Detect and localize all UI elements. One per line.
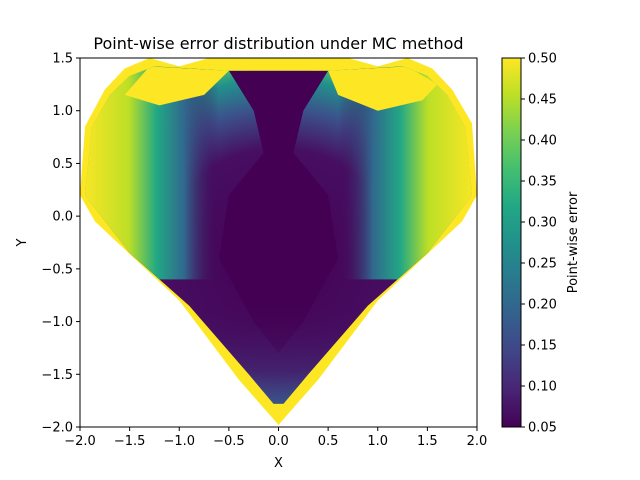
x-tick-label: 0.0 xyxy=(268,434,289,449)
y-tick: 1.0 xyxy=(52,104,80,119)
x-tick: 2.0 xyxy=(467,427,488,449)
y-tick: 0.0 xyxy=(52,210,80,225)
x-tick-label: 1.5 xyxy=(417,434,438,449)
y-tick: −0.5 xyxy=(41,262,80,277)
y-tick: 0.5 xyxy=(52,157,80,172)
top-left-high-error xyxy=(124,66,229,106)
y-axis-ticks: −2.0 −1.5 −1.0 −0.5 0.0 0.5 1.0 1.5 xyxy=(41,52,80,436)
colorbar-tick: 0.25 xyxy=(521,257,557,272)
chart-title: Point-wise error distribution under MC m… xyxy=(93,34,463,53)
x-axis-ticks: −2.0 −1.5 −1.0 −0.5 0.0 0.5 1.0 1.5 2.0 xyxy=(64,427,487,449)
colorbar-ticks: 0.05 0.10 0.15 0.20 0.25 0.30 0.35 0.40 0.45 0.50 xyxy=(521,52,557,436)
y-axis-label: Y xyxy=(15,238,30,247)
y-tick-label: −1.0 xyxy=(41,315,73,330)
top-right-high-error xyxy=(328,66,438,111)
colorbar-tick: 0.10 xyxy=(521,380,557,395)
x-tick: −0.5 xyxy=(213,427,245,449)
colorbar-tick-label: 0.25 xyxy=(528,257,557,272)
colorbar-tick-label: 0.40 xyxy=(528,134,557,149)
y-tick: −1.0 xyxy=(41,315,80,330)
y-tick: −1.5 xyxy=(41,368,80,383)
x-tick: −1.0 xyxy=(163,427,195,449)
y-tick: 1.5 xyxy=(52,52,80,67)
colorbar-tick: 0.05 xyxy=(521,421,557,436)
colorbar-tick: 0.40 xyxy=(521,134,557,149)
colorbar-tick-label: 0.10 xyxy=(528,380,557,395)
colorbar-tick-label: 0.35 xyxy=(528,175,557,190)
x-tick: 1.5 xyxy=(417,427,438,449)
y-tick-label: −0.5 xyxy=(41,262,73,277)
x-tick: 0.0 xyxy=(268,427,289,449)
y-tick-label: 1.0 xyxy=(52,104,73,119)
colorbar-tick: 0.30 xyxy=(521,216,557,231)
y-tick-label: 0.5 xyxy=(52,157,73,172)
y-tick-label: −1.5 xyxy=(41,368,73,383)
colorbar-tick-label: 0.05 xyxy=(528,421,557,436)
x-tick-label: −2.0 xyxy=(64,434,96,449)
colorbar-tick: 0.15 xyxy=(521,339,557,354)
x-axis-label: X xyxy=(274,456,283,471)
x-tick-label: 2.0 xyxy=(467,434,488,449)
x-tick: 0.5 xyxy=(318,427,339,449)
colorbar-tick: 0.45 xyxy=(521,93,557,108)
y-tick-label: 0.0 xyxy=(52,210,73,225)
colorbar-tick-label: 0.20 xyxy=(528,298,557,313)
x-tick-label: −1.5 xyxy=(114,434,146,449)
x-tick-label: 0.5 xyxy=(318,434,339,449)
y-tick: −2.0 xyxy=(41,421,80,436)
colorbar-tick: 0.35 xyxy=(521,175,557,190)
center-low-error-column xyxy=(218,70,339,354)
colorbar: 0.05 0.10 0.15 0.20 0.25 0.30 0.35 0.40 0.45 0.50… xyxy=(501,52,581,436)
x-tick: −1.5 xyxy=(114,427,146,449)
y-tick-label: 1.5 xyxy=(52,52,73,67)
colorbar-tick-label: 0.45 xyxy=(528,93,557,108)
x-tick-label: 1.0 xyxy=(367,434,388,449)
x-tick: −2.0 xyxy=(64,427,96,449)
colorbar-label: Point-wise error xyxy=(566,191,581,293)
x-tick: 1.0 xyxy=(367,427,388,449)
heatmap-field xyxy=(80,58,477,425)
colorbar-tick: 0.50 xyxy=(521,52,557,67)
colorbar-tick-label: 0.50 xyxy=(528,52,557,67)
colorbar-tick-label: 0.30 xyxy=(528,216,557,231)
colorbar-tick-label: 0.15 xyxy=(528,339,557,354)
y-tick-label: −2.0 xyxy=(41,421,73,436)
colorbar-tick: 0.20 xyxy=(521,298,557,313)
colorbar-gradient xyxy=(501,57,522,428)
x-tick-label: −1.0 xyxy=(163,434,195,449)
x-tick-label: −0.5 xyxy=(213,434,245,449)
